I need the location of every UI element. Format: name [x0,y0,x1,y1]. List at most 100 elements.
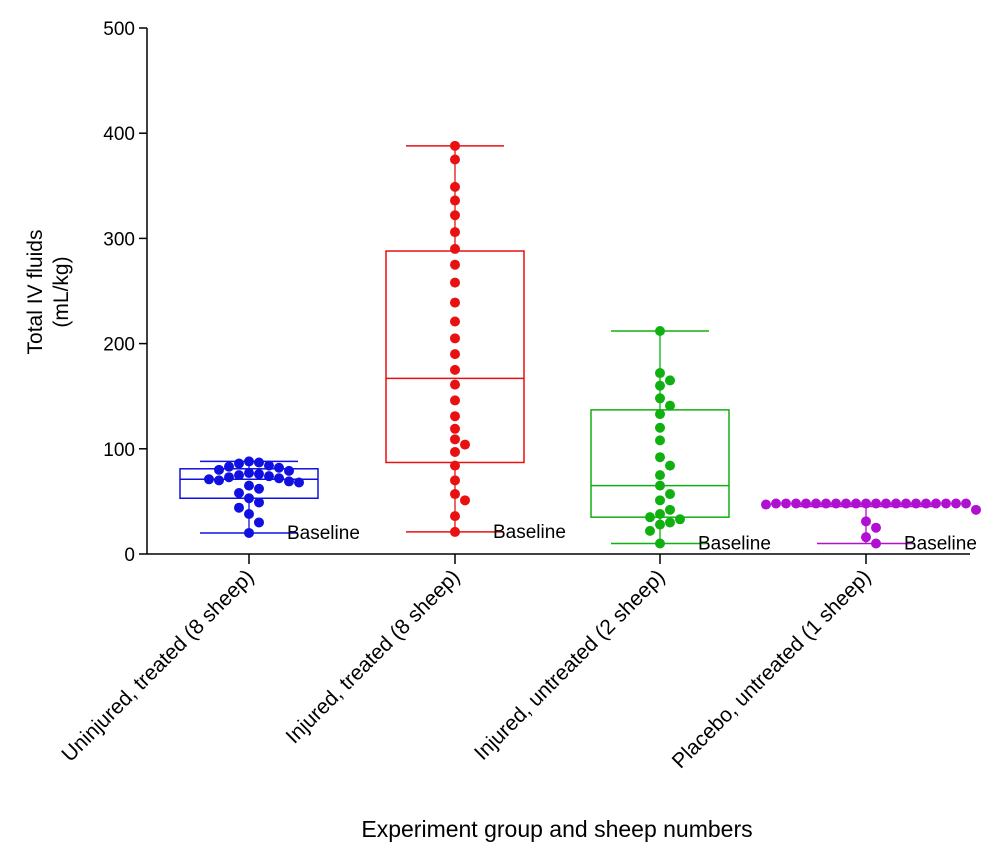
data-point [655,368,665,379]
data-point [675,514,685,525]
data-point [961,498,971,509]
data-point [655,393,665,404]
box-group: Baseline [179,456,360,544]
box-group: Baseline [761,498,981,554]
data-point [450,333,460,344]
data-point [665,517,675,528]
data-point [274,462,284,473]
data-point [450,395,460,406]
data-point [771,498,781,509]
x-axis: Uninjured, treated (8 sheep) Injured, tre… [57,553,970,773]
data-point [665,460,675,471]
y-axis-title-line2: (mL/kg) [50,256,73,327]
data-point [841,498,851,509]
y-tick-label: 100 [103,440,135,461]
baseline-annotation: Baseline [904,533,977,554]
data-point [450,364,460,375]
data-point [294,477,304,488]
data-point [655,509,665,520]
data-point [655,435,665,446]
data-point [244,456,254,467]
data-point [881,498,891,509]
data-point [254,469,264,480]
baseline-annotation: Baseline [493,522,566,543]
data-point [655,470,665,481]
data-point [871,538,881,549]
data-point [450,489,460,500]
y-tick-label: 200 [103,335,135,356]
data-point [450,349,460,360]
data-point [234,470,244,481]
data-point [244,509,254,520]
data-point [871,498,881,509]
box-group: Baseline [590,325,771,554]
data-point [450,379,460,390]
x-axis-title: Experiment group and sheep numbers [361,816,752,842]
data-point [891,498,901,509]
box-group: Baseline [385,140,566,543]
data-point [645,512,655,523]
data-point [450,140,460,151]
data-point [761,499,771,510]
data-point [244,480,254,491]
data-point [204,474,214,485]
data-point [901,498,911,509]
y-tick-label: 0 [124,545,135,566]
data-point [861,516,871,527]
y-tick-label: 400 [103,124,135,145]
data-point [450,411,460,422]
data-point [645,525,655,536]
data-point [244,527,254,538]
data-point [450,434,460,445]
data-point [931,498,941,509]
data-point [450,316,460,327]
data-point [274,473,284,484]
data-point [264,460,274,471]
data-point [244,493,254,504]
data-point [655,409,665,420]
data-point [214,475,224,486]
data-point [665,375,675,386]
data-point [450,277,460,288]
x-category-label: Injured, untreated (2 sheep) [470,565,670,765]
data-point [821,498,831,509]
data-point [450,446,460,457]
x-category-label: Injured, treated (8 sheep) [282,565,465,748]
data-point [254,483,264,494]
baseline-annotation: Baseline [287,523,360,544]
data-point [450,511,460,522]
data-point [665,489,675,500]
baseline-annotation: Baseline [698,533,771,554]
data-point [450,195,460,206]
data-point [655,452,665,463]
data-point [254,457,264,468]
data-point [665,400,675,411]
data-point [460,439,470,450]
box-groups: Baseline Baseline Baseline Baseline [179,140,981,554]
data-point [971,504,981,515]
data-point [921,498,931,509]
data-point [254,517,264,528]
data-point [831,498,841,509]
y-tick-label: 300 [103,229,135,250]
data-point [911,498,921,509]
data-point [234,487,244,498]
data-point [871,522,881,533]
data-point [781,498,791,509]
data-point [224,461,234,472]
x-category-label: Uninjured, treated (8 sheep) [57,565,258,766]
data-point [450,227,460,238]
data-point [450,210,460,221]
data-point [460,495,470,506]
data-point [450,297,460,308]
x-category-label: Placebo, untreated (1 sheep) [668,565,876,773]
data-point [450,181,460,192]
data-point [951,498,961,509]
data-point [655,380,665,391]
data-point [655,519,665,530]
data-point [214,464,224,475]
data-point [450,423,460,434]
data-point [234,502,244,513]
data-point [254,497,264,508]
